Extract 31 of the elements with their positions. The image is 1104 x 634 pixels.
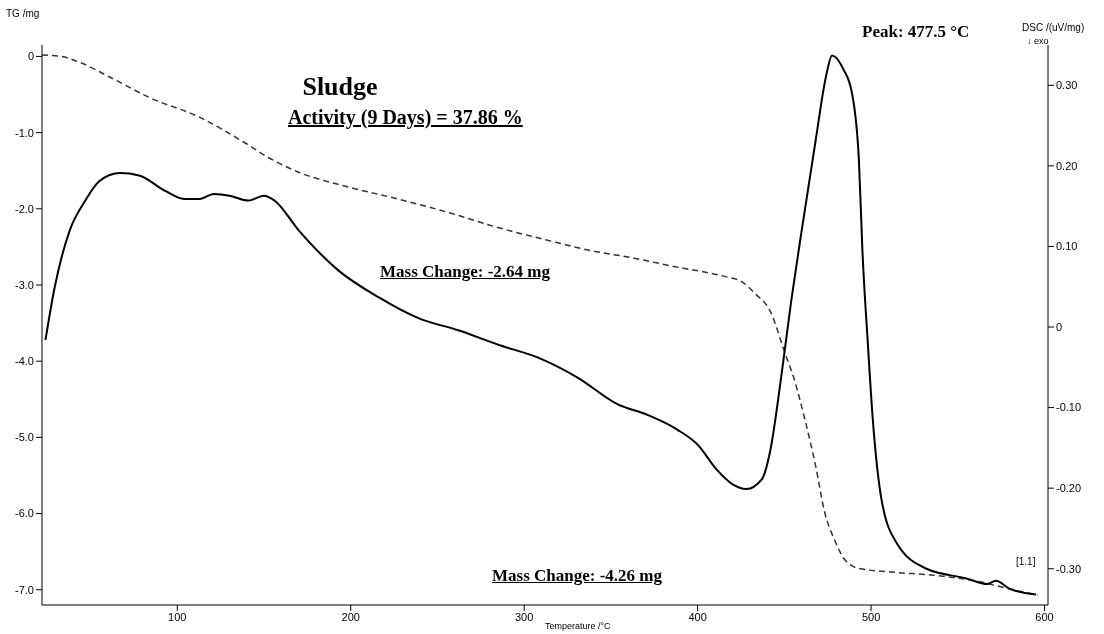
y-tick-label: 0	[27, 50, 34, 63]
y2-tick-label: 0.20	[1056, 159, 1078, 172]
y2-tick-label: 0.30	[1056, 79, 1078, 92]
x-tick-label: 500	[861, 610, 881, 623]
annotation: [1.1]	[1016, 556, 1036, 567]
y-tick-label: -2.0	[15, 202, 34, 215]
annotation: Mass Change: -2.64 mg	[380, 262, 550, 282]
annotation: Mass Change: -4.26 mg	[492, 566, 662, 586]
y2-tick-label: -0.30	[1056, 562, 1082, 575]
y-tick-label: -3.0	[15, 278, 34, 291]
x-tick-label: 600	[1035, 610, 1054, 623]
y-tick-label: -1.0	[15, 126, 34, 139]
x-tick-label: 200	[341, 610, 360, 623]
text: Peak: 477.5 °C	[862, 22, 970, 42]
y-axis-title: TG /mg	[6, 8, 40, 19]
annotation: ↓ exo	[1027, 36, 1049, 46]
y2-axis-title: DSC /(uV/mg)	[1022, 22, 1085, 33]
x-tick-label: 100	[168, 610, 187, 623]
x-tick-label: 300	[515, 610, 534, 623]
y-tick-label: -6.0	[15, 507, 34, 520]
y-tick-label: -7.0	[15, 583, 34, 596]
y2-tick-label: 0	[1056, 320, 1063, 333]
text: Activity (9 Days) = 37.86 %	[288, 106, 523, 129]
x-tick-label: 400	[688, 610, 707, 623]
x-axis-title: Temperature /°C	[545, 621, 611, 631]
y2-tick-label: -0.20	[1056, 482, 1082, 495]
y-tick-label: -5.0	[15, 431, 34, 444]
text: Sludge	[301, 72, 379, 102]
y2-tick-label: -0.10	[1056, 401, 1082, 414]
y-tick-label: -4.0	[15, 355, 34, 368]
y2-tick-label: 0.10	[1056, 240, 1078, 253]
